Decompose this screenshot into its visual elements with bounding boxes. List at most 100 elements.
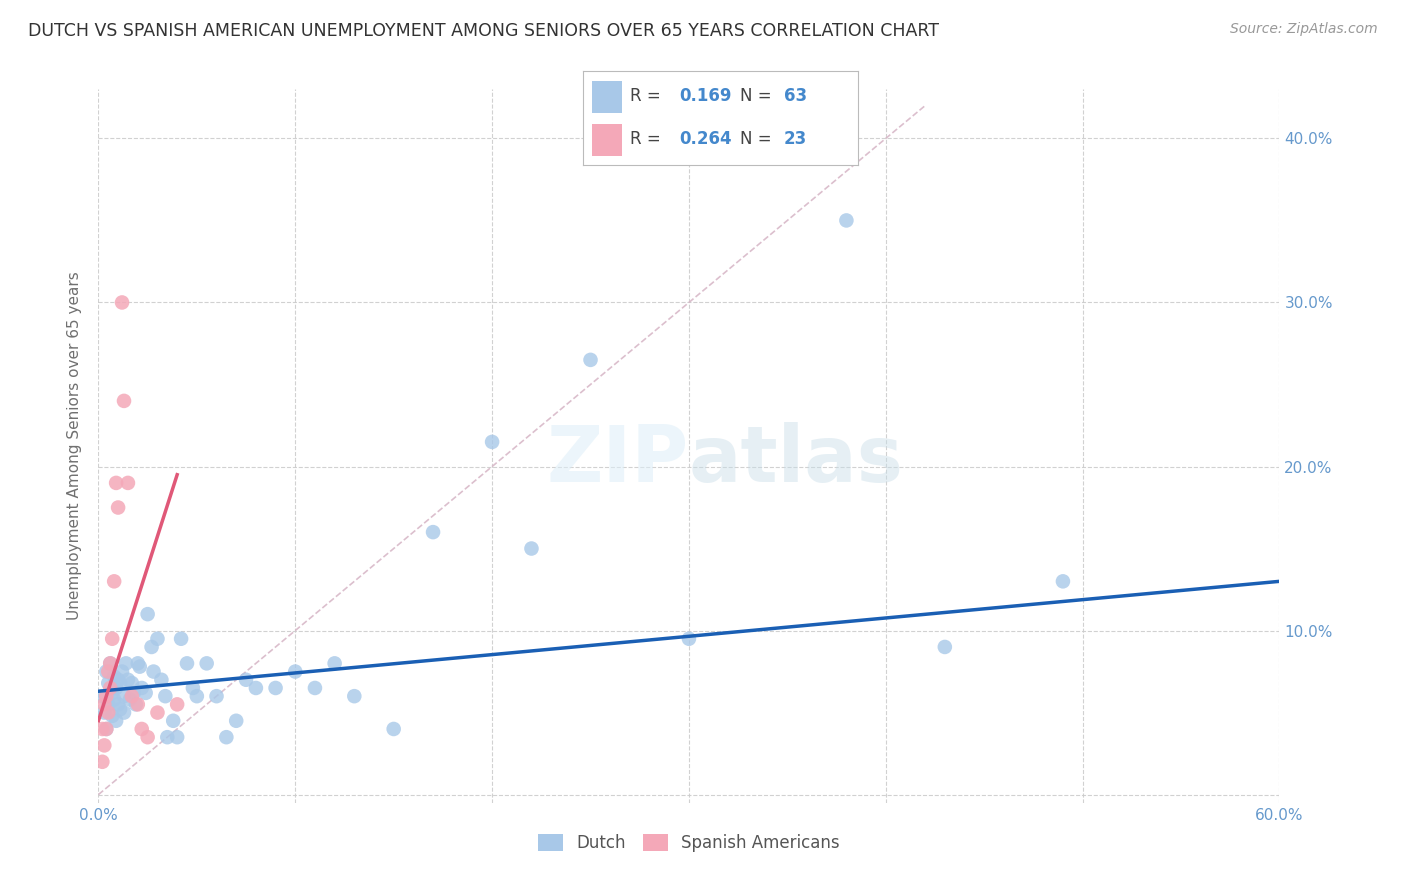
Point: [105, 681, 128, 695]
Point: [136, 607, 159, 622]
Point: [115, 657, 138, 671]
Point: [131, 722, 153, 736]
Point: [166, 730, 188, 744]
Legend: Dutch, Spanish Americans: Dutch, Spanish Americans: [531, 827, 846, 859]
Point: [343, 689, 366, 703]
Point: [96, 665, 118, 679]
Text: 63: 63: [783, 87, 807, 105]
Point: [481, 434, 503, 449]
Point: [105, 714, 128, 728]
Point: [146, 632, 169, 646]
Point: [235, 673, 257, 687]
Bar: [592, 81, 621, 112]
Point: [166, 698, 188, 712]
Point: [98, 657, 121, 671]
Point: [135, 686, 157, 700]
Point: [835, 213, 858, 227]
Point: [170, 632, 193, 646]
Point: [186, 689, 208, 703]
Point: [136, 730, 159, 744]
Point: [118, 692, 141, 706]
Point: [98, 681, 121, 695]
Point: [96, 722, 118, 736]
Text: 0.264: 0.264: [679, 130, 733, 148]
Point: [111, 665, 134, 679]
Point: [156, 730, 179, 744]
Point: [146, 706, 169, 720]
Point: [97, 665, 120, 679]
Point: [112, 393, 135, 408]
Point: [117, 673, 139, 687]
Point: [121, 676, 143, 690]
Point: [111, 295, 134, 310]
Text: ZIP: ZIP: [547, 422, 689, 499]
Point: [934, 640, 956, 654]
Point: [181, 681, 204, 695]
Point: [128, 659, 150, 673]
Point: [107, 500, 129, 515]
Point: [96, 722, 118, 736]
Point: [678, 632, 700, 646]
Text: 0.169: 0.169: [679, 87, 733, 105]
Point: [264, 681, 287, 695]
Point: [125, 698, 148, 712]
Point: [150, 673, 173, 687]
Point: [112, 689, 135, 703]
Point: [127, 657, 149, 671]
Point: [195, 657, 218, 671]
Point: [101, 686, 124, 700]
Text: R =: R =: [630, 87, 666, 105]
Point: [107, 698, 129, 712]
Point: [205, 689, 228, 703]
Point: [91, 755, 114, 769]
Point: [96, 689, 118, 703]
Text: Source: ZipAtlas.com: Source: ZipAtlas.com: [1230, 22, 1378, 37]
Point: [579, 352, 602, 367]
Point: [323, 657, 346, 671]
Bar: [592, 124, 621, 156]
Point: [105, 475, 128, 490]
Point: [93, 706, 115, 720]
Point: [122, 686, 145, 700]
Point: [97, 706, 120, 720]
Point: [1052, 574, 1074, 589]
Text: atlas: atlas: [689, 422, 904, 499]
Point: [225, 714, 247, 728]
Point: [520, 541, 543, 556]
Point: [121, 689, 143, 703]
Point: [131, 681, 153, 695]
Text: N =: N =: [740, 87, 776, 105]
Point: [108, 676, 131, 690]
Point: [284, 665, 307, 679]
Point: [422, 525, 444, 540]
Y-axis label: Unemployment Among Seniors over 65 years: Unemployment Among Seniors over 65 years: [67, 272, 83, 620]
Point: [93, 739, 115, 753]
Text: N =: N =: [740, 130, 776, 148]
Point: [107, 673, 129, 687]
Point: [382, 722, 405, 736]
Text: 23: 23: [783, 130, 807, 148]
Point: [91, 722, 114, 736]
Point: [155, 689, 177, 703]
Point: [176, 657, 198, 671]
Point: [215, 730, 238, 744]
Point: [245, 681, 267, 695]
Point: [108, 702, 131, 716]
Point: [103, 692, 125, 706]
Point: [103, 574, 125, 589]
Point: [141, 640, 163, 654]
Point: [117, 475, 139, 490]
Point: [127, 698, 149, 712]
Point: [101, 709, 124, 723]
Point: [101, 632, 124, 646]
Point: [93, 698, 115, 712]
Text: DUTCH VS SPANISH AMERICAN UNEMPLOYMENT AMONG SENIORS OVER 65 YEARS CORRELATION C: DUTCH VS SPANISH AMERICAN UNEMPLOYMENT A…: [28, 22, 939, 40]
Point: [98, 657, 121, 671]
Point: [112, 706, 135, 720]
Point: [304, 681, 326, 695]
Text: R =: R =: [630, 130, 666, 148]
Point: [91, 689, 114, 703]
Point: [97, 676, 120, 690]
Point: [142, 665, 165, 679]
Point: [97, 698, 120, 712]
